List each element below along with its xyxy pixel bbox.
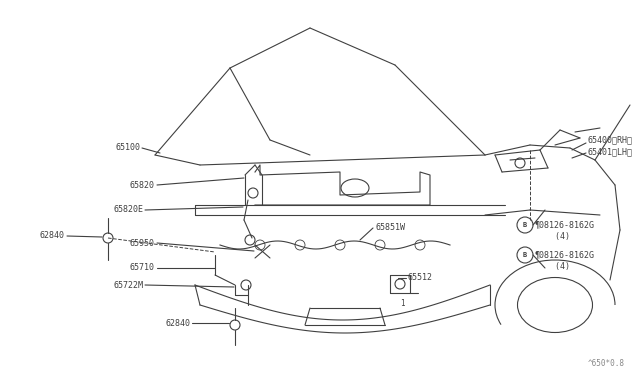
Text: (4): (4) <box>535 231 570 241</box>
Text: 65400〈RH〉: 65400〈RH〉 <box>588 135 633 144</box>
Text: 65100: 65100 <box>115 144 140 153</box>
Text: 62840: 62840 <box>165 318 190 327</box>
Text: 1: 1 <box>400 298 404 308</box>
Text: 65820: 65820 <box>130 180 155 189</box>
Text: 65710: 65710 <box>130 263 155 273</box>
Text: 65401〈LH〉: 65401〈LH〉 <box>588 148 633 157</box>
Text: 65851W: 65851W <box>375 224 405 232</box>
Text: B: B <box>523 222 527 228</box>
Text: 65820E: 65820E <box>113 205 143 215</box>
Text: B: B <box>523 252 527 258</box>
Text: 65722M: 65722M <box>113 280 143 289</box>
Text: 65950: 65950 <box>130 238 155 247</box>
Text: 65512: 65512 <box>408 273 433 282</box>
Text: ¶08126-8162G: ¶08126-8162G <box>535 221 595 230</box>
Text: 62840: 62840 <box>40 231 65 241</box>
Text: (4): (4) <box>535 262 570 270</box>
Text: ^650*0.8: ^650*0.8 <box>588 359 625 368</box>
Text: ¶08126-8162G: ¶08126-8162G <box>535 250 595 260</box>
